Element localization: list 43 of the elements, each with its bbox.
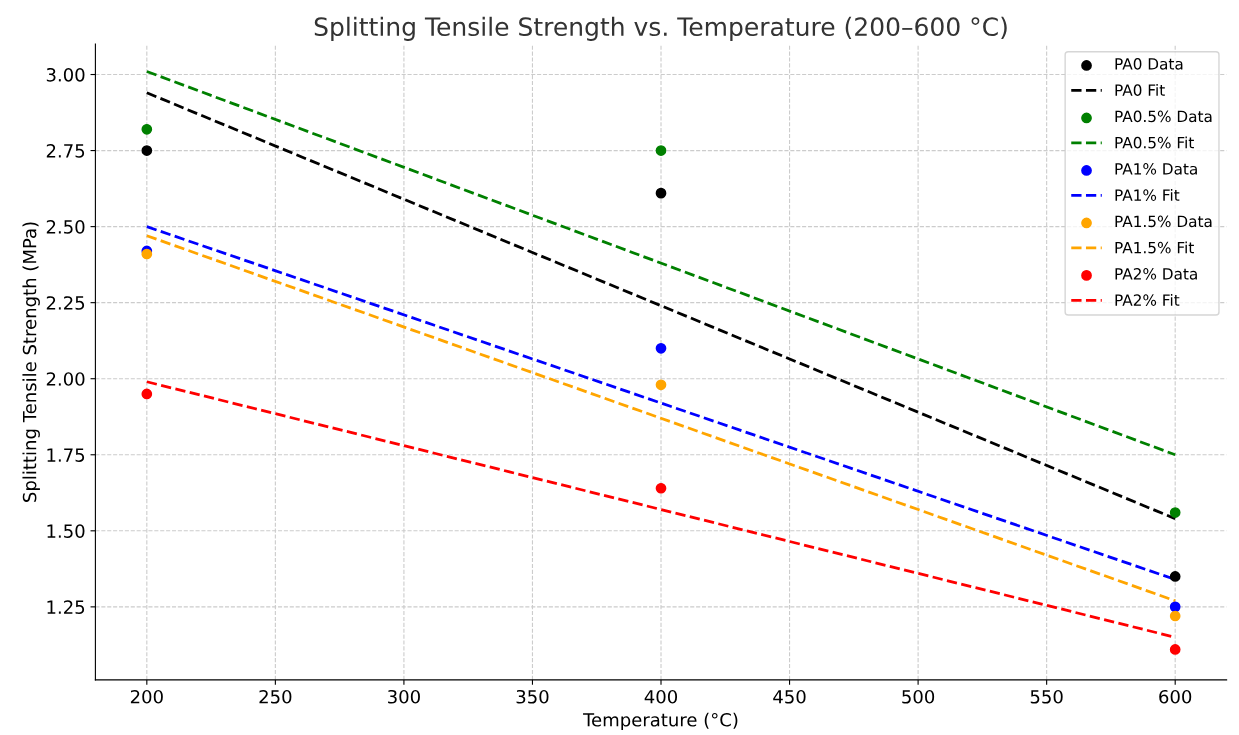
point	[1169, 571, 1181, 582]
x-tick-label: 450	[773, 689, 806, 704]
chart-title: Splitting Tensile Strength vs. Temperature (200–600 °C)	[314, 16, 1007, 41]
x-tick-label: 250	[259, 689, 292, 704]
y-tick-label: 1.50	[47, 524, 85, 538]
point	[1169, 507, 1181, 518]
legend-label: PA0 Fit	[1115, 84, 1165, 96]
point	[655, 379, 667, 391]
legend-label: PA1.5% Data	[1115, 215, 1212, 228]
point	[1169, 601, 1181, 613]
point	[655, 342, 667, 354]
y-tick-label: 1.75	[47, 448, 85, 462]
legend-label: PA2% Data	[1115, 268, 1197, 280]
y-tick-label: 2.75	[46, 144, 85, 158]
legend-label: PA1.5% Fit	[1115, 241, 1194, 254]
y-tick-label: 2.25	[46, 296, 85, 310]
legend-label: PA0 Data	[1115, 58, 1183, 70]
x-tick-label: 350	[516, 689, 549, 704]
y-tick-label: 2.00	[46, 372, 85, 386]
x-tick-label: 600	[1159, 689, 1192, 704]
y-tick-label: 2.50	[46, 220, 85, 234]
point	[141, 145, 153, 156]
legend-label: PA1% Fit	[1115, 189, 1180, 201]
point	[655, 187, 667, 199]
point	[1169, 610, 1181, 622]
x-tick-label: 500	[902, 689, 935, 704]
legend-label: PA0.5% Data	[1115, 110, 1212, 123]
x-axis-title: Temperature (°C)	[583, 712, 738, 731]
x-tick-label: 200	[130, 689, 163, 704]
x-tick-label: 550	[1030, 689, 1063, 704]
point	[1169, 644, 1181, 655]
point	[141, 388, 153, 400]
point	[141, 123, 153, 135]
x-tick-label: 300	[388, 689, 420, 704]
y-tick-label: 3.00	[46, 67, 85, 82]
legend-label: PA0.5% Fit	[1115, 136, 1194, 149]
point	[655, 482, 667, 494]
legend-label: PA1% Data	[1115, 163, 1197, 175]
legend-label: PA2% Fit	[1115, 294, 1180, 306]
y-tick-label: 1.25	[47, 600, 85, 614]
x-tick-label: 400	[644, 689, 678, 704]
y-axis-title: Splitting Tensile Strength (MPa)	[22, 222, 40, 502]
point	[655, 145, 667, 156]
